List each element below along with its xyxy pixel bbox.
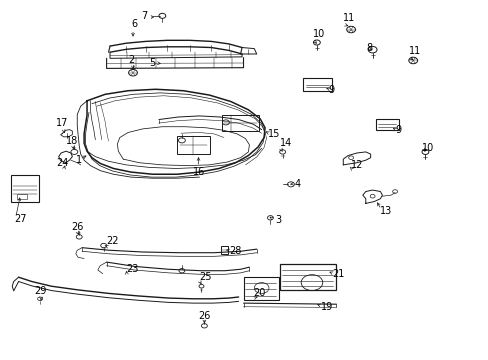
Bar [221,246,228,254]
Text: 27: 27 [15,214,27,224]
Text: 24: 24 [56,158,69,168]
Text: 4: 4 [294,179,300,189]
Text: 10: 10 [421,143,433,153]
Text: 6: 6 [131,19,137,29]
Text: 13: 13 [380,206,392,216]
Text: 9: 9 [394,125,401,135]
Bar [17,194,27,199]
Text: 16: 16 [193,167,205,177]
Text: 15: 15 [267,129,280,139]
Text: 11: 11 [343,13,355,23]
Text: 20: 20 [253,288,265,298]
Text: 18: 18 [66,136,79,146]
Text: 19: 19 [320,302,332,312]
Text: 21: 21 [332,269,344,279]
Text: 22: 22 [106,235,119,246]
Bar [177,136,210,154]
Bar [279,264,335,290]
Text: 26: 26 [198,311,210,321]
Text: 17: 17 [56,118,69,128]
Text: 10: 10 [312,29,325,39]
Text: 23: 23 [126,264,138,274]
Text: 25: 25 [199,271,212,282]
Bar [11,175,39,202]
Bar [222,115,259,131]
Text: 3: 3 [274,215,281,225]
Text: 11: 11 [408,46,420,56]
Text: 26: 26 [71,222,83,232]
Text: 28: 28 [228,246,241,256]
Text: 8: 8 [366,42,372,53]
Bar [375,119,398,130]
Bar [243,277,278,300]
Text: 7: 7 [141,11,147,21]
Text: 12: 12 [350,160,363,170]
Text: 5: 5 [149,58,155,68]
Text: 29: 29 [34,286,46,296]
Text: 9: 9 [328,85,334,95]
Bar [303,78,331,91]
Text: 2: 2 [128,55,134,65]
Text: 1: 1 [76,155,82,165]
Text: 14: 14 [279,138,291,148]
